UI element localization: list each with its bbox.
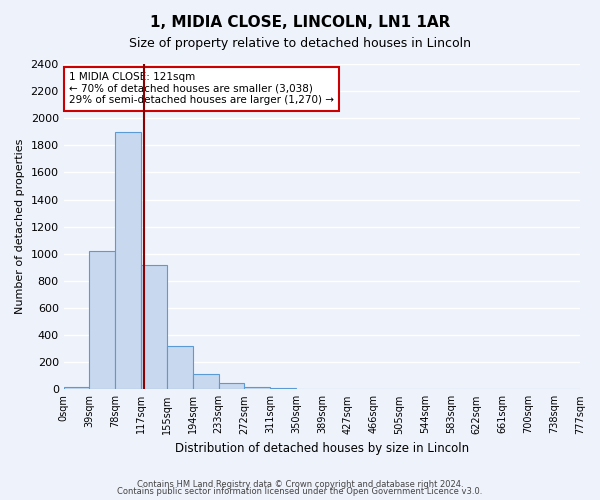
Bar xyxy=(244,386,270,390)
Bar xyxy=(89,251,115,390)
Text: Size of property relative to detached houses in Lincoln: Size of property relative to detached ho… xyxy=(129,38,471,51)
Text: 1, MIDIA CLOSE, LINCOLN, LN1 1AR: 1, MIDIA CLOSE, LINCOLN, LN1 1AR xyxy=(150,15,450,30)
X-axis label: Distribution of detached houses by size in Lincoln: Distribution of detached houses by size … xyxy=(175,442,469,455)
Y-axis label: Number of detached properties: Number of detached properties xyxy=(15,139,25,314)
Bar xyxy=(64,386,89,390)
Bar xyxy=(115,132,141,390)
Bar xyxy=(218,382,244,390)
Text: 1 MIDIA CLOSE: 121sqm
← 70% of detached houses are smaller (3,038)
29% of semi-d: 1 MIDIA CLOSE: 121sqm ← 70% of detached … xyxy=(69,72,334,106)
Bar xyxy=(167,346,193,390)
Bar xyxy=(270,388,296,390)
Bar xyxy=(141,264,167,390)
Text: Contains HM Land Registry data © Crown copyright and database right 2024.: Contains HM Land Registry data © Crown c… xyxy=(137,480,463,489)
Bar xyxy=(193,374,218,390)
Text: Contains public sector information licensed under the Open Government Licence v3: Contains public sector information licen… xyxy=(118,487,482,496)
